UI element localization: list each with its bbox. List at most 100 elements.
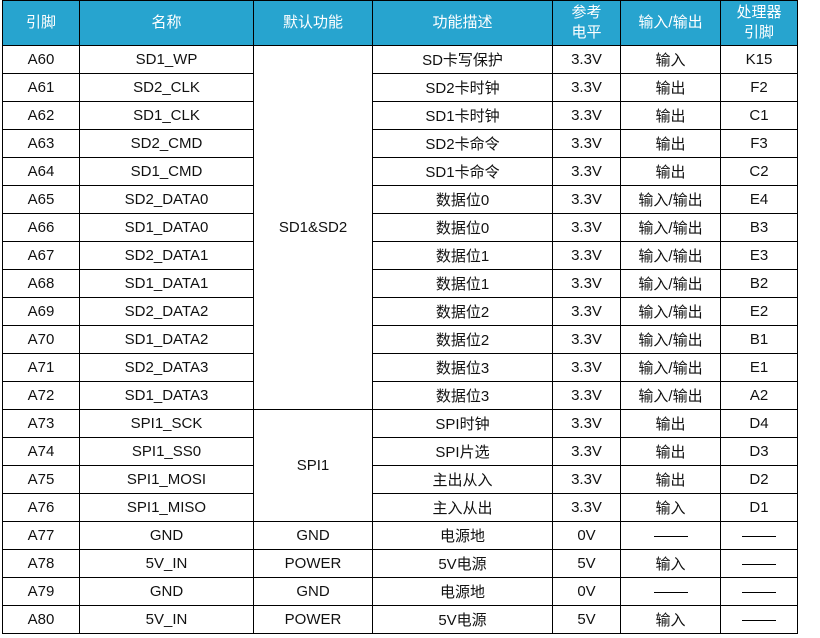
voltage-cell: 3.3V xyxy=(552,185,621,214)
io-cell: 输出 xyxy=(620,409,721,438)
processor-pin-cell: D4 xyxy=(720,409,798,438)
name-cell: SD2_DATA0 xyxy=(79,185,254,214)
pin-cell: A68 xyxy=(2,269,80,298)
pin-cell: A71 xyxy=(2,353,80,382)
em-dash xyxy=(742,619,776,621)
default-function-cell: GND xyxy=(253,521,373,550)
description-cell: 主入从出 xyxy=(372,493,553,522)
voltage-cell: 3.3V xyxy=(552,101,621,130)
pin-cell: A62 xyxy=(2,101,80,130)
voltage-cell: 3.3V xyxy=(552,409,621,438)
em-dash xyxy=(742,535,776,537)
pin-cell: A65 xyxy=(2,185,80,214)
table-body: A60 SD1_WP SD1&SD2 SD卡写保护 3.3V 输入 K15 A61 SD2_CL… xyxy=(2,45,798,634)
table-row: A74 SPI1_SS0 SPI片选 3.3V 输出 D3 xyxy=(2,437,798,466)
voltage-cell: 3.3V xyxy=(552,493,621,522)
table-row: A79 GND GND 电源地 0V xyxy=(2,577,798,606)
pin-cell: A76 xyxy=(2,493,80,522)
io-cell: 输出 xyxy=(620,101,721,130)
io-cell: 输入/输出 xyxy=(620,241,721,270)
voltage-cell: 0V xyxy=(552,521,621,550)
header-processor-pin-line1: 处理器 xyxy=(736,4,782,21)
description-cell: SPI时钟 xyxy=(372,409,553,438)
description-cell: 电源地 xyxy=(372,521,553,550)
processor-pin-cell xyxy=(720,549,798,578)
description-cell: SD卡写保护 xyxy=(372,45,553,74)
table-row: A66 SD1_DATA0 数据位0 3.3V 输入/输出 B3 xyxy=(2,213,798,242)
table-row: A65 SD2_DATA0 数据位0 3.3V 输入/输出 E4 xyxy=(2,185,798,214)
em-dash xyxy=(742,563,776,565)
io-cell: 输入/输出 xyxy=(620,297,721,326)
pin-cell: A72 xyxy=(2,381,80,410)
table-row: A61 SD2_CLK SD2卡时钟 3.3V 输出 F2 xyxy=(2,73,798,102)
table-row: A68 SD1_DATA1 数据位1 3.3V 输入/输出 B2 xyxy=(2,269,798,298)
table-row: A73 SPI1_SCK SPI1 SPI时钟 3.3V 输出 D4 xyxy=(2,409,798,522)
processor-pin-cell: B1 xyxy=(720,325,798,354)
processor-pin-cell: K15 xyxy=(720,45,798,74)
table-row: A76 SPI1_MISO 主入从出 3.3V 输入 D1 xyxy=(2,493,798,522)
name-cell: SD1_DATA1 xyxy=(79,269,254,298)
default-function-cell: GND xyxy=(253,577,373,606)
name-cell: SD1_WP xyxy=(79,45,254,74)
description-cell: 数据位2 xyxy=(372,297,553,326)
header-processor-pin-line2: 引脚 xyxy=(743,24,774,41)
name-cell: 5V_IN xyxy=(79,549,254,578)
description-cell: 数据位2 xyxy=(372,325,553,354)
description-cell: 数据位3 xyxy=(372,353,553,382)
io-cell: 输出 xyxy=(620,129,721,158)
description-cell: SD1卡命令 xyxy=(372,157,553,186)
io-cell: 输入 xyxy=(620,45,721,74)
pin-definition-table: 引脚 名称 默认功能 功能描述 参考 电平 输入/输出 处理器 引脚 A60 SD… xyxy=(2,0,798,634)
name-cell: SD2_DATA3 xyxy=(79,353,254,382)
pin-cell: A78 xyxy=(2,549,80,578)
table-row: A71 SD2_DATA3 数据位3 3.3V 输入/输出 E1 xyxy=(2,353,798,382)
description-cell: SD2卡时钟 xyxy=(372,73,553,102)
description-cell: 数据位1 xyxy=(372,241,553,270)
io-cell: 输入 xyxy=(620,549,721,578)
header-pin: 引脚 xyxy=(2,0,80,46)
description-cell: 电源地 xyxy=(372,577,553,606)
name-cell: SD2_CMD xyxy=(79,129,254,158)
processor-pin-cell: B2 xyxy=(720,269,798,298)
processor-pin-cell: D3 xyxy=(720,437,798,466)
description-cell: 5V电源 xyxy=(372,549,553,578)
pin-cell: A74 xyxy=(2,437,80,466)
processor-pin-cell: D1 xyxy=(720,493,798,522)
processor-pin-cell: C1 xyxy=(720,101,798,130)
name-cell: SPI1_MISO xyxy=(79,493,254,522)
io-cell: 输入/输出 xyxy=(620,185,721,214)
default-function-cell: SD1&SD2 xyxy=(253,45,373,410)
default-function-cell: POWER xyxy=(253,549,373,578)
io-cell: 输入 xyxy=(620,605,721,634)
io-cell: 输入/输出 xyxy=(620,325,721,354)
name-cell: SD2_DATA2 xyxy=(79,297,254,326)
voltage-cell: 3.3V xyxy=(552,437,621,466)
name-cell: SPI1_SS0 xyxy=(79,437,254,466)
table-row: A80 5V_IN POWER 5V电源 5V 输入 xyxy=(2,605,798,634)
header-function-description: 功能描述 xyxy=(372,0,553,46)
voltage-cell: 3.3V xyxy=(552,129,621,158)
pin-cell: A79 xyxy=(2,577,80,606)
table-row: A75 SPI1_MOSI 主出从入 3.3V 输出 D2 xyxy=(2,465,798,494)
voltage-cell: 3.3V xyxy=(552,465,621,494)
io-cell: 输出 xyxy=(620,157,721,186)
description-cell: 数据位1 xyxy=(372,269,553,298)
pin-cell: A67 xyxy=(2,241,80,270)
io-cell: 输入/输出 xyxy=(620,269,721,298)
pin-cell: A80 xyxy=(2,605,80,634)
table-row: A72 SD1_DATA3 数据位3 3.3V 输入/输出 A2 xyxy=(2,381,798,410)
description-cell: 主出从入 xyxy=(372,465,553,494)
pin-cell: A61 xyxy=(2,73,80,102)
table-row: A62 SD1_CLK SD1卡时钟 3.3V 输出 C1 xyxy=(2,101,798,130)
em-dash xyxy=(653,535,688,537)
pin-cell: A69 xyxy=(2,297,80,326)
table-row: A78 5V_IN POWER 5V电源 5V 输入 xyxy=(2,549,798,578)
header-reference-voltage-line2: 电平 xyxy=(571,24,602,41)
name-cell: SD2_CLK xyxy=(79,73,254,102)
description-cell: 5V电源 xyxy=(372,605,553,634)
voltage-cell: 3.3V xyxy=(552,269,621,298)
default-function-cell: POWER xyxy=(253,605,373,634)
processor-pin-cell xyxy=(720,577,798,606)
table-row: A64 SD1_CMD SD1卡命令 3.3V 输出 C2 xyxy=(2,157,798,186)
name-cell: SD2_DATA1 xyxy=(79,241,254,270)
